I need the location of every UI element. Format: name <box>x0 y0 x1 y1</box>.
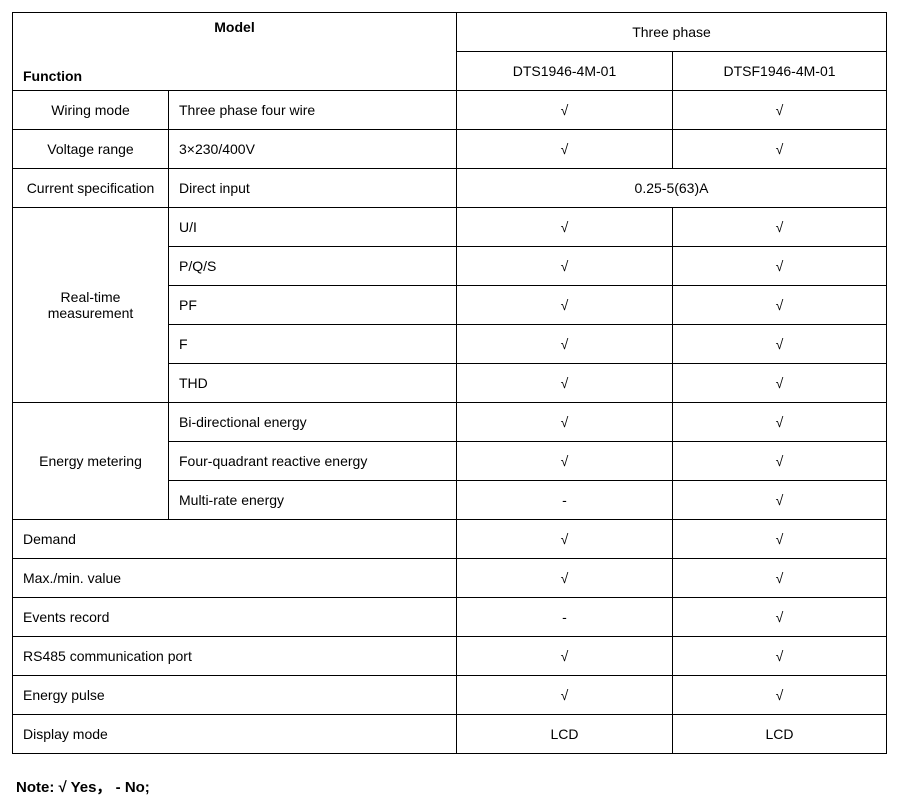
row-desc: THD <box>169 364 457 403</box>
row-val-a: - <box>457 481 673 520</box>
row-val-b: √ <box>673 130 887 169</box>
row-desc: Three phase four wire <box>169 91 457 130</box>
row-val-b: √ <box>673 91 887 130</box>
row-label: Current specification <box>13 169 169 208</box>
row-val-a: √ <box>457 520 673 559</box>
row-label: RS485 communication port <box>13 637 457 676</box>
row-label: Max./min. value <box>13 559 457 598</box>
row-val-a: √ <box>457 91 673 130</box>
row-val-a: √ <box>457 442 673 481</box>
row-val-b: √ <box>673 637 887 676</box>
row-desc: Bi-directional energy <box>169 403 457 442</box>
header-model-function: Model Function <box>13 13 457 91</box>
row-val-b: √ <box>673 325 887 364</box>
row-val-a: √ <box>457 364 673 403</box>
row-val-b: √ <box>673 481 887 520</box>
row-desc: 3×230/400V <box>169 130 457 169</box>
model-label: Model <box>214 19 254 35</box>
table-row: Voltage range 3×230/400V √ √ <box>13 130 887 169</box>
table-row: Demand √ √ <box>13 520 887 559</box>
row-val-a: √ <box>457 637 673 676</box>
row-val-a: √ <box>457 247 673 286</box>
row-desc: Direct input <box>169 169 457 208</box>
row-group-label: Real-time measurement <box>13 208 169 403</box>
row-val-a: √ <box>457 208 673 247</box>
header-group: Three phase <box>457 13 887 52</box>
row-val-b: √ <box>673 598 887 637</box>
header-model-b: DTSF1946-4M-01 <box>673 52 887 91</box>
table-row: Energy pulse √ √ <box>13 676 887 715</box>
function-label: Function <box>23 68 82 84</box>
table-row: Real-time measurement U/I √ √ <box>13 208 887 247</box>
row-label: Display mode <box>13 715 457 754</box>
row-val-b: √ <box>673 442 887 481</box>
row-val-a: LCD <box>457 715 673 754</box>
row-desc: F <box>169 325 457 364</box>
row-val-a: √ <box>457 403 673 442</box>
table-header-row: Model Function Three phase <box>13 13 887 52</box>
row-val-b: √ <box>673 364 887 403</box>
row-val-b: √ <box>673 559 887 598</box>
row-group-label: Energy metering <box>13 403 169 520</box>
table-row: Wiring mode Three phase four wire √ √ <box>13 91 887 130</box>
row-val-a: √ <box>457 676 673 715</box>
row-val-a: - <box>457 598 673 637</box>
row-desc: PF <box>169 286 457 325</box>
header-model-a: DTS1946-4M-01 <box>457 52 673 91</box>
row-val-a: √ <box>457 325 673 364</box>
row-label: Demand <box>13 520 457 559</box>
row-label: Energy pulse <box>13 676 457 715</box>
row-label: Events record <box>13 598 457 637</box>
row-label: Wiring mode <box>13 91 169 130</box>
row-val-b: √ <box>673 247 887 286</box>
spec-table: Model Function Three phase DTS1946-4M-01… <box>12 12 887 754</box>
row-val-b: √ <box>673 208 887 247</box>
row-label: Voltage range <box>13 130 169 169</box>
row-val-merged: 0.25-5(63)A <box>457 169 887 208</box>
legend-note: Note: √ Yes， - No; <box>12 776 888 797</box>
table-row: Current specification Direct input 0.25-… <box>13 169 887 208</box>
row-desc: Four-quadrant reactive energy <box>169 442 457 481</box>
row-val-a: √ <box>457 286 673 325</box>
row-val-a: √ <box>457 130 673 169</box>
row-val-b: √ <box>673 520 887 559</box>
row-val-b: LCD <box>673 715 887 754</box>
row-desc: P/Q/S <box>169 247 457 286</box>
table-row: Display mode LCD LCD <box>13 715 887 754</box>
table-row: RS485 communication port √ √ <box>13 637 887 676</box>
row-desc: Multi-rate energy <box>169 481 457 520</box>
row-desc: U/I <box>169 208 457 247</box>
row-val-b: √ <box>673 286 887 325</box>
row-val-b: √ <box>673 403 887 442</box>
row-val-b: √ <box>673 676 887 715</box>
table-row: Events record - √ <box>13 598 887 637</box>
table-row: Max./min. value √ √ <box>13 559 887 598</box>
row-val-a: √ <box>457 559 673 598</box>
table-row: Energy metering Bi-directional energy √ … <box>13 403 887 442</box>
